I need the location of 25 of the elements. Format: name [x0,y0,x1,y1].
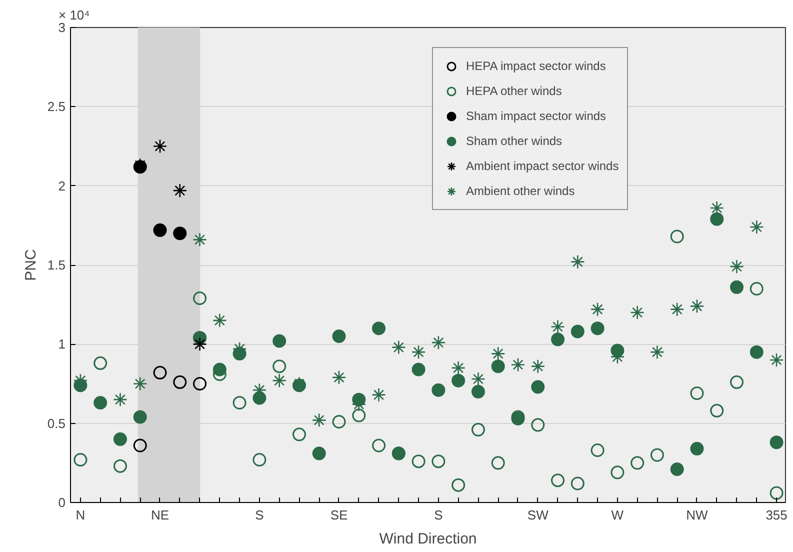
text: × 10⁴ [58,8,90,22]
x-tick-label: SW [527,508,550,522]
x-tick-label: N [76,508,86,522]
x-tick-label: S [255,508,264,522]
y-tick-label: 3 [58,20,66,35]
y-tick-label: 1 [58,336,66,352]
legend-label: HEPA impact sector winds [466,59,606,73]
y-tick-label: 2 [58,178,66,194]
x-tick-label: W [611,508,624,522]
legend-label: HEPA other winds [466,84,562,98]
y-tick-label: 2.5 [47,99,66,114]
x-tick-label: S [434,508,444,522]
legend-label: Sham other winds [466,134,562,148]
x-axis-title: Wind Direction [379,530,477,548]
x-tick-label: SE [330,508,348,522]
y-axis-title: PNC [22,249,40,281]
legend-label: Sham impact sector winds [466,109,606,123]
legend-label: Ambient impact sector winds [466,159,619,173]
x-tick-label: NW [686,508,709,522]
x-tick-label: NE [150,508,170,522]
y-tick-label: 1.5 [47,258,66,272]
y-tick-label: 0 [58,495,66,510]
y-tick-label: 0.5 [47,416,66,431]
x-tick-label: 355 [766,508,788,522]
legend-label: Ambient other winds [466,184,575,198]
